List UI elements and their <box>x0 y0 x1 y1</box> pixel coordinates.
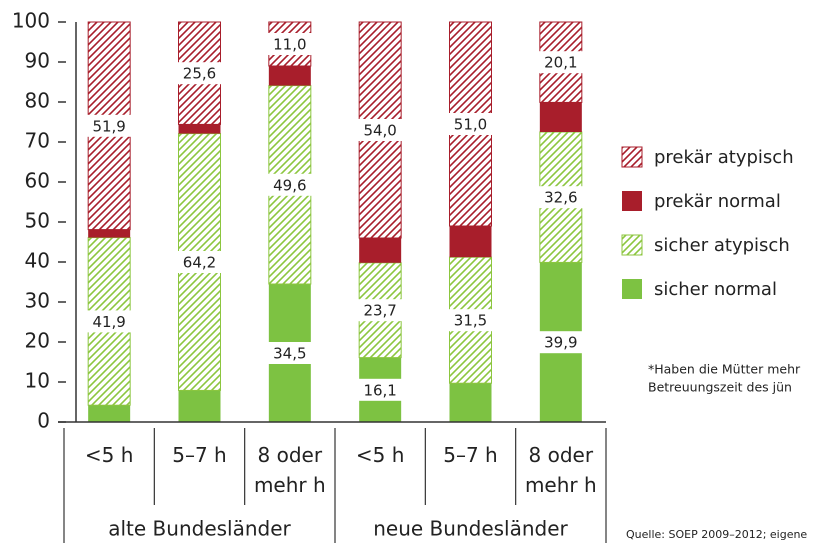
x-tick-label: 5–7 h <box>443 443 498 467</box>
bar-segment <box>359 238 402 263</box>
x-tick-label: 5–7 h <box>172 443 227 467</box>
legend-label: sicher normal <box>654 279 777 300</box>
label-box <box>177 251 222 273</box>
group-label: neue Bundesländer <box>373 517 568 541</box>
legend-swatch <box>621 146 643 168</box>
label-box <box>358 299 403 322</box>
label-box <box>267 173 312 196</box>
bar-segment <box>178 124 221 134</box>
value-label: 31,5 <box>454 312 487 330</box>
value-label: 11,0 <box>273 36 306 54</box>
value-label: 54,0 <box>363 122 396 140</box>
label-box <box>87 310 132 333</box>
bar-segment <box>449 383 492 422</box>
x-tick-label: 8 oder mehr h <box>253 443 326 497</box>
y-tick-label: 30 <box>25 289 50 313</box>
label-box <box>448 113 493 135</box>
y-tick-label: 40 <box>25 249 50 273</box>
x-tick-label: <5 h <box>355 443 405 467</box>
value-label: 16,1 <box>363 381 396 399</box>
value-label: 34,5 <box>273 345 306 363</box>
value-label: 64,2 <box>183 254 216 272</box>
bar-segment <box>268 66 311 86</box>
label-box <box>538 186 583 209</box>
legend-label: sicher atypisch <box>654 235 790 256</box>
value-label: 49,6 <box>273 176 306 194</box>
bar-segment <box>539 102 582 132</box>
group-label: alte Bundesländer <box>108 517 291 541</box>
value-label: 23,7 <box>363 302 396 320</box>
value-label: 20,1 <box>544 54 577 72</box>
label-box <box>177 62 222 85</box>
label-box <box>538 331 583 354</box>
y-tick-label: 20 <box>25 329 50 353</box>
value-label: 39,9 <box>544 334 577 352</box>
label-box <box>87 114 132 137</box>
legend-label: prekär normal <box>654 191 781 212</box>
bar-segment <box>178 390 221 422</box>
source: Quelle: SOEP 2009–2012; eigene <box>626 528 807 541</box>
value-label: 51,0 <box>454 116 487 134</box>
value-label: 25,6 <box>183 65 216 83</box>
label-box <box>267 33 312 55</box>
label-box <box>358 378 403 401</box>
label-box <box>538 51 583 74</box>
legend-swatch <box>622 279 642 299</box>
y-tick-label: 10 <box>25 369 50 393</box>
y-tick-label: 90 <box>25 49 50 73</box>
bar-segment <box>88 229 131 238</box>
y-tick-label: 60 <box>25 169 50 193</box>
bar-segment <box>88 405 131 422</box>
label-box <box>448 309 493 332</box>
value-label: 41,9 <box>92 313 125 331</box>
y-tick-label: 50 <box>25 209 50 233</box>
value-label: 32,6 <box>544 189 577 207</box>
footnote: *Haben die Mütter mehr <box>648 362 801 377</box>
x-tick-label: <5 h <box>84 443 134 467</box>
y-tick-label: 70 <box>25 129 50 153</box>
bar-segment <box>449 226 492 258</box>
label-box <box>267 342 312 364</box>
legend-label: prekär atypisch <box>654 147 794 168</box>
label-box <box>358 119 403 141</box>
legend-swatch <box>622 191 642 211</box>
y-tick-label: 0 <box>37 409 50 433</box>
value-label: 51,9 <box>92 117 125 135</box>
y-tick-label: 80 <box>25 89 50 113</box>
y-tick-label: 100 <box>12 9 50 33</box>
legend-swatch <box>621 234 643 256</box>
footnote: Betreuungszeit des jün <box>648 380 792 395</box>
x-tick-label: 8 oder mehr h <box>524 443 597 497</box>
